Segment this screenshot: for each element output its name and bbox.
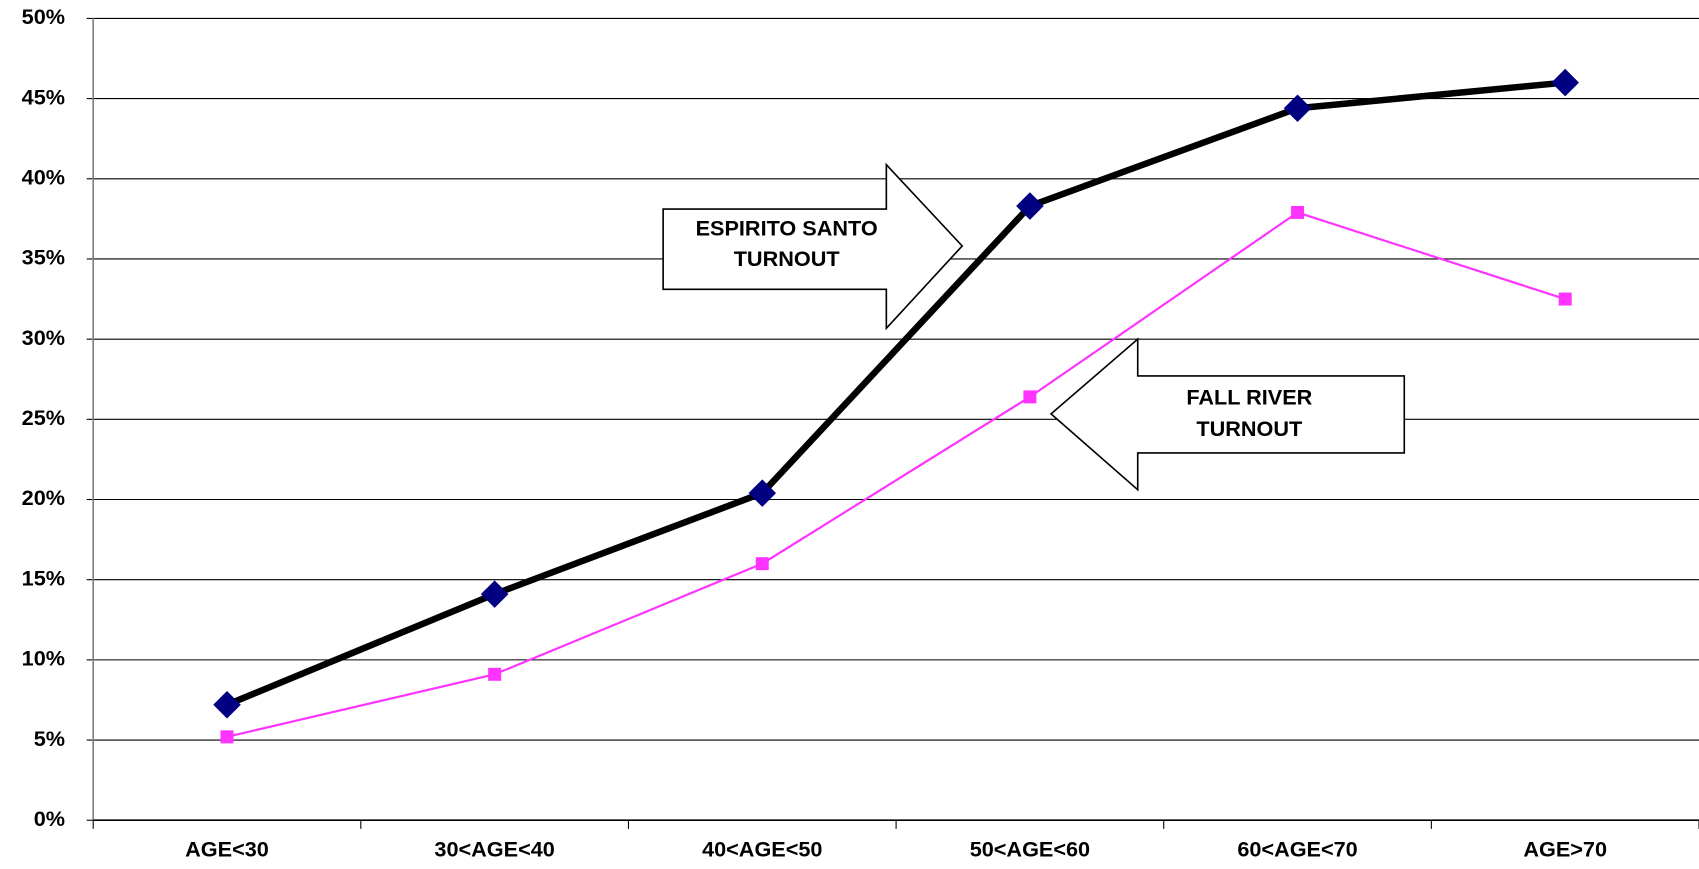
series-line (226, 211, 1566, 738)
x-tick-label: 40<AGE<50 (702, 836, 822, 861)
y-tick-label: 25% (22, 405, 65, 430)
marker (748, 479, 777, 507)
y-tick-label: 40% (22, 165, 65, 190)
marker (1283, 94, 1312, 122)
annotation-text: TURNOUT (734, 246, 840, 271)
marker (213, 691, 241, 719)
annotation-text: TURNOUT (1196, 416, 1302, 441)
x-tick-label: 60<AGE<70 (1237, 836, 1357, 861)
marker (1291, 205, 1305, 219)
y-tick-label: 35% (22, 245, 65, 270)
annotation-text: ESPIRITO SANTO (696, 215, 878, 240)
x-tick-label: 50<AGE<60 (970, 836, 1090, 861)
marker (1551, 68, 1579, 97)
x-tick-label: AGE<30 (185, 836, 269, 861)
marker (1558, 292, 1572, 306)
callout-arrow (1049, 337, 1406, 492)
y-tick-label: 20% (22, 485, 65, 510)
marker (220, 730, 234, 744)
marker (1016, 192, 1044, 220)
y-tick-label: 50% (22, 4, 65, 29)
y-tick-label: 15% (22, 565, 65, 590)
y-tick-label: 10% (22, 646, 65, 671)
y-tick-label: 45% (22, 84, 65, 109)
y-tick-label: 0% (34, 806, 65, 831)
x-tick-label: AGE>70 (1523, 836, 1607, 861)
series-line (225, 79, 1566, 708)
marker (480, 580, 509, 608)
annotation-text: FALL RIVER (1186, 384, 1312, 409)
y-tick-label: 30% (22, 325, 65, 350)
marker (1023, 390, 1037, 404)
marker (755, 557, 769, 571)
y-tick-label: 5% (34, 726, 65, 751)
marker (488, 667, 502, 681)
callout-arrow (662, 162, 964, 331)
x-tick-label: 30<AGE<40 (434, 836, 554, 861)
